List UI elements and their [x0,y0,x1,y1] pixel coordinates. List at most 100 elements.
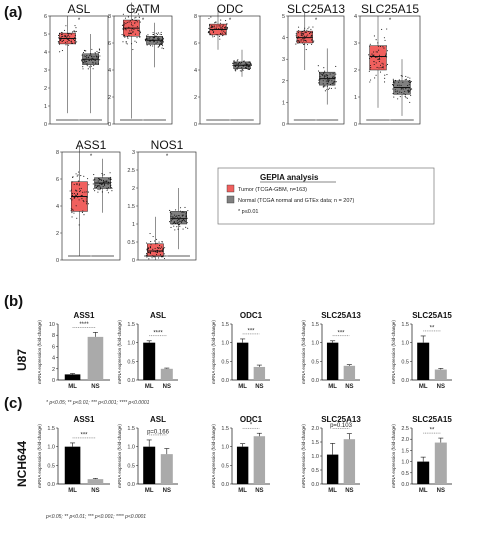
data-point [74,25,76,27]
data-point [208,31,210,33]
data-point [75,173,77,175]
y-tick-label: 0.5 [127,463,135,469]
data-point [323,67,325,69]
data-point [78,183,81,185]
data-point [310,32,312,34]
data-point [95,186,97,188]
data-point [149,45,151,47]
data-point [400,75,402,77]
data-point [110,178,112,180]
barchart-b-slc25a13: SLC25A13 0.0 0.5 1.0 1.5 mRNA expression (fol… [301,311,361,390]
data-point [386,50,389,52]
data-point [208,18,210,20]
data-point [382,67,384,69]
data-point [385,54,387,56]
data-point [243,60,245,62]
data-point [225,28,227,30]
data-point [234,68,236,71]
data-point [329,83,331,86]
data-point [318,81,320,84]
data-point [214,22,216,24]
legend-title: GEPIA analysis [260,173,319,182]
y-tick-label: 0 [354,122,357,128]
data-point [67,33,69,35]
data-point [57,34,60,36]
data-point [111,190,113,192]
data-point [172,216,174,218]
data-point [83,55,85,57]
chart-title: ASL [150,415,166,424]
y-tick-label: 1.0 [127,341,135,347]
data-point [157,247,159,249]
data-point [185,213,187,215]
data-point [74,43,76,45]
data-point [244,67,247,69]
data-point [319,79,321,81]
data-point [304,35,306,38]
y-axis-label: mRNA expression (fold-change) [211,424,216,488]
data-point [384,74,386,76]
data-point [97,191,99,193]
data-point [397,98,399,100]
data-point [96,58,98,60]
y-tick-label: 2.5 [127,168,135,174]
data-point [322,80,324,82]
data-point [73,30,75,32]
data-point [298,37,300,39]
data-point [85,198,87,200]
data-point [310,36,312,38]
data-point [402,81,404,83]
data-point [375,74,377,76]
data-point [303,38,305,40]
data-point [409,101,411,103]
data-point [243,64,245,66]
boxplot-ass1: ASS1 0 2 4 6 8 * [56,138,121,264]
data-point [405,78,408,80]
bar-ml [236,342,249,380]
data-point [157,38,159,40]
data-point [400,87,402,89]
data-point [220,26,222,28]
y-tick-label: 1.5 [221,426,229,432]
data-point [154,247,156,249]
data-point [88,66,90,68]
data-point [66,41,68,43]
data-point [323,73,325,75]
data-point [236,60,238,62]
data-point [134,12,136,14]
data-point [126,36,129,38]
data-point [125,29,127,31]
y-tick-label: 0.0 [221,378,229,384]
chart-title: SLC25A15 [412,415,452,424]
data-point [409,88,411,90]
data-point [328,77,330,79]
data-point [138,16,140,19]
data-point [250,63,252,65]
data-point [238,62,240,64]
data-point [213,35,215,37]
data-point [124,17,127,19]
data-point [155,42,157,44]
data-point [408,90,410,93]
data-point [92,68,94,70]
x-tick-label: NS [345,488,353,494]
boxplot-slc25a13: SLC25A13 0 1 2 3 4 5 * [282,2,345,128]
data-point [69,198,71,200]
data-point [162,248,164,250]
data-point [373,54,375,57]
data-point [296,37,298,39]
data-point [369,65,371,67]
data-point [156,41,158,43]
data-point [128,26,130,28]
x-tick-label: NS [255,488,263,494]
data-point [226,23,228,25]
data-point [86,65,88,67]
data-point [392,78,394,80]
y-axis-label: mRNA expression (fold-change) [37,320,42,384]
data-point [133,28,135,31]
data-point [69,36,71,38]
data-point [93,174,95,176]
data-point [136,26,138,28]
data-point [181,214,183,216]
y-tick-label: 8 [56,150,59,156]
